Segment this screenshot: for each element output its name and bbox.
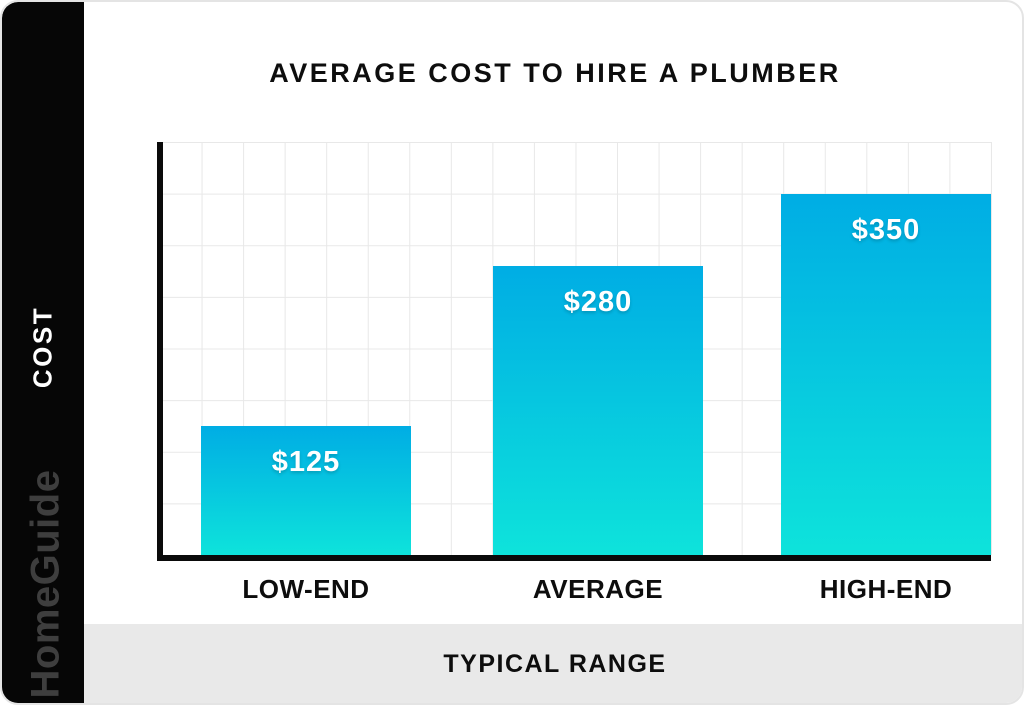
plot-area: $125 $280 $350 bbox=[160, 142, 992, 555]
bar-value-label: $350 bbox=[851, 214, 921, 246]
footer-band bbox=[84, 624, 1022, 703]
chart-title: AVERAGE COST TO HIRE A PLUMBER bbox=[269, 58, 841, 88]
bar-high-end: $350 bbox=[781, 194, 991, 555]
bar-low-end: $125 bbox=[201, 426, 411, 555]
x-axis-line bbox=[157, 555, 991, 561]
sidebar: COST HomeGuide bbox=[2, 2, 84, 703]
y-axis-line bbox=[157, 142, 163, 561]
bar-value-label: $125 bbox=[271, 446, 341, 478]
bar-value-label: $280 bbox=[563, 286, 633, 318]
y-axis-title: COST bbox=[27, 305, 58, 389]
category-label-average: AVERAGE bbox=[532, 574, 664, 604]
category-label-low-end: LOW-END bbox=[242, 574, 370, 604]
homeguide-logo: HomeGuide bbox=[23, 469, 68, 699]
category-label-high-end: HIGH-END bbox=[819, 574, 953, 604]
x-axis-title: TYPICAL RANGE bbox=[443, 650, 667, 678]
bar-average: $280 bbox=[493, 266, 703, 555]
